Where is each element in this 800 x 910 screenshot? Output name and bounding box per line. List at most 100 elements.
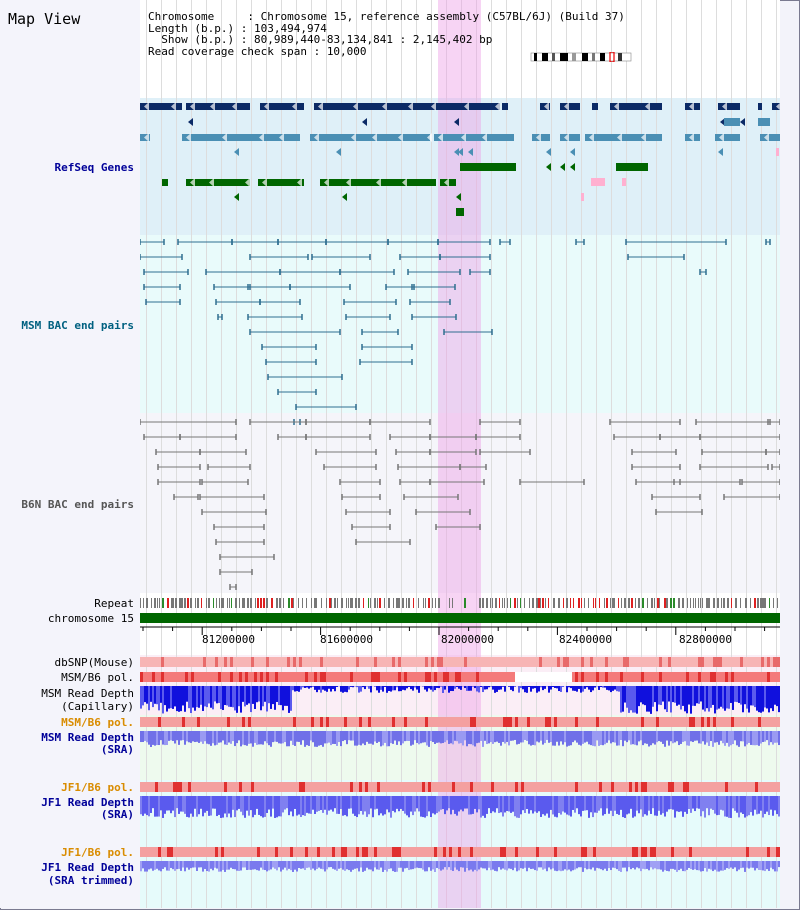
msm-pol2-cell <box>770 717 773 727</box>
dbsnp-cell <box>677 657 680 667</box>
jf1-trim-depth-bar <box>636 861 638 868</box>
jf1-depth-bar <box>694 796 696 812</box>
track-label-jf1-depth-1[interactable]: JF1 Read Depth <box>41 796 134 809</box>
jf1-pol2-cell <box>320 847 323 857</box>
jf1-depth-bar <box>664 796 666 817</box>
msm-cap-depth-bar <box>682 686 684 706</box>
jf1-pol2-cell <box>152 847 155 857</box>
msm-sra-depth-bar <box>668 731 670 746</box>
msm-sra-depth-bar <box>638 731 640 742</box>
track-label-jf1-trim-1[interactable]: JF1 Read Depth <box>41 861 134 874</box>
track-label-jf1-pol[interactable]: JF1/B6 pol. <box>61 781 134 794</box>
track-label-jf1-pol-2[interactable]: JF1/B6 pol. <box>61 846 134 859</box>
msm-cap-depth-bar <box>468 686 470 691</box>
track-label-msm-b6-pol-2[interactable]: MSM/B6 pol. <box>61 716 134 729</box>
msm-cap-depth-bar <box>402 686 404 690</box>
jf1-trim-depth-bar <box>584 861 586 869</box>
track-label-msm-depth-sra-1[interactable]: MSM Read Depth <box>41 731 134 744</box>
repeat-mark <box>257 598 259 608</box>
msm-pol2-cell <box>665 717 668 727</box>
jf1-pol2-cell <box>218 847 221 857</box>
chromosome-ideogram[interactable] <box>530 52 632 62</box>
jf1-pol2-cell <box>383 847 386 857</box>
msm-pol2-cell <box>206 717 209 727</box>
msm-pol-cell <box>218 672 221 682</box>
msm-cap-depth-bar <box>254 686 256 709</box>
jf1-pol2-cell <box>461 847 464 857</box>
jf1-trim-depth-bar <box>452 861 454 871</box>
jf1-pol2-cell <box>431 847 434 857</box>
dbsnp-cell <box>770 657 773 667</box>
msm-cap-depth-bar <box>312 686 314 687</box>
track-label-refseq[interactable]: RefSeq Genes <box>54 161 134 174</box>
msm-sra-depth-bar <box>686 731 688 746</box>
msm-cap-depth-bar <box>742 686 744 713</box>
genome-plot-area[interactable] <box>140 0 780 908</box>
msm-pol-cell <box>344 672 347 682</box>
jf1-pol-cell <box>398 782 401 792</box>
jf1-pol-cell <box>194 782 197 792</box>
msm-sra-depth-bar <box>288 731 290 747</box>
jf1-depth-bar <box>754 796 756 810</box>
msm-cap-depth-bar <box>412 686 414 691</box>
jf1-depth-bar <box>236 796 238 811</box>
jf1-depth-bar <box>188 796 190 818</box>
repeat-mark <box>216 598 217 608</box>
jf1-depth-bar <box>168 796 170 811</box>
jf1-pol-cell <box>278 782 281 792</box>
msm-pol-cell <box>416 672 419 682</box>
msm-cap-depth-bar <box>178 686 180 712</box>
track-label-chromosome[interactable]: chromosome 15 <box>47 612 134 625</box>
msm-pol-cell <box>608 672 611 682</box>
jf1-pol-cell <box>227 782 230 792</box>
msm-cap-depth-bar <box>424 686 426 690</box>
msm-sra-depth-bar <box>278 731 280 744</box>
refseq-gene-navy-arrow <box>171 102 176 111</box>
msm-sra-depth-bar <box>724 731 726 746</box>
track-label-msm-b6-pol[interactable]: MSM/B6 pol. <box>61 671 134 684</box>
jf1-depth-bar <box>316 796 318 812</box>
jf1-pol2-cell <box>578 847 581 857</box>
dbsnp-cell <box>635 657 638 667</box>
msm-pol2-cell <box>557 717 560 727</box>
jf1-pol2-cell <box>521 847 524 857</box>
msm-sra-depth-bar <box>148 731 150 745</box>
jf1-depth-bar <box>352 796 354 814</box>
track-label-msm-bac[interactable]: MSM BAC end pairs <box>21 319 134 332</box>
track-label-dbsnp[interactable]: dbSNP(Mouse) <box>54 656 134 669</box>
msm-sra-depth-bar <box>198 731 200 743</box>
msm-sra-depth-bar <box>384 731 386 743</box>
jf1-trim-depth-bar <box>168 861 170 871</box>
msm-pol-cell <box>557 672 560 682</box>
jf1-trim-depth-bar <box>596 861 598 868</box>
jf1-pol2-cell <box>746 847 749 857</box>
msm-pol2-cell <box>599 717 602 727</box>
msm-pol2-cell <box>737 717 740 727</box>
jf1-pol2-cell <box>368 847 371 857</box>
jf1-pol2-cell <box>440 847 443 857</box>
track-label-b6n-bac[interactable]: B6N BAC end pairs <box>21 498 134 511</box>
msm-cap-depth-bar <box>276 686 278 702</box>
msm-cap-depth-bar <box>612 686 614 691</box>
repeat-mark <box>540 598 541 608</box>
msm-sra-depth-bar <box>712 731 714 747</box>
msm-sra-depth-bar <box>178 731 180 745</box>
msm-cap-depth-bar <box>744 686 746 705</box>
jf1-pol-cell <box>695 782 698 792</box>
msm-cap-depth-bar <box>142 686 144 706</box>
repeat-mark <box>293 598 294 608</box>
track-label-repeat[interactable]: Repeat <box>94 597 134 610</box>
msm-cap-depth-bar <box>610 686 612 693</box>
track-label-msm-depth-cap-1[interactable]: MSM Read Depth <box>41 687 134 700</box>
jf1-depth-bar <box>424 796 426 818</box>
jf1-pol2-cell <box>749 847 752 857</box>
msm-cap-depth-bar <box>458 686 460 689</box>
msm-cap-depth-bar <box>504 686 506 692</box>
msm-sra-depth-bar <box>670 731 672 742</box>
jf1-pol2-cell <box>722 847 725 857</box>
msm-sra-depth-bar <box>270 731 272 747</box>
refseq-gene-navy <box>610 103 662 110</box>
jf1-pol-cell <box>755 782 758 792</box>
msm-pol-cell <box>659 672 662 682</box>
refseq-gene-steel-arrow <box>536 133 541 142</box>
